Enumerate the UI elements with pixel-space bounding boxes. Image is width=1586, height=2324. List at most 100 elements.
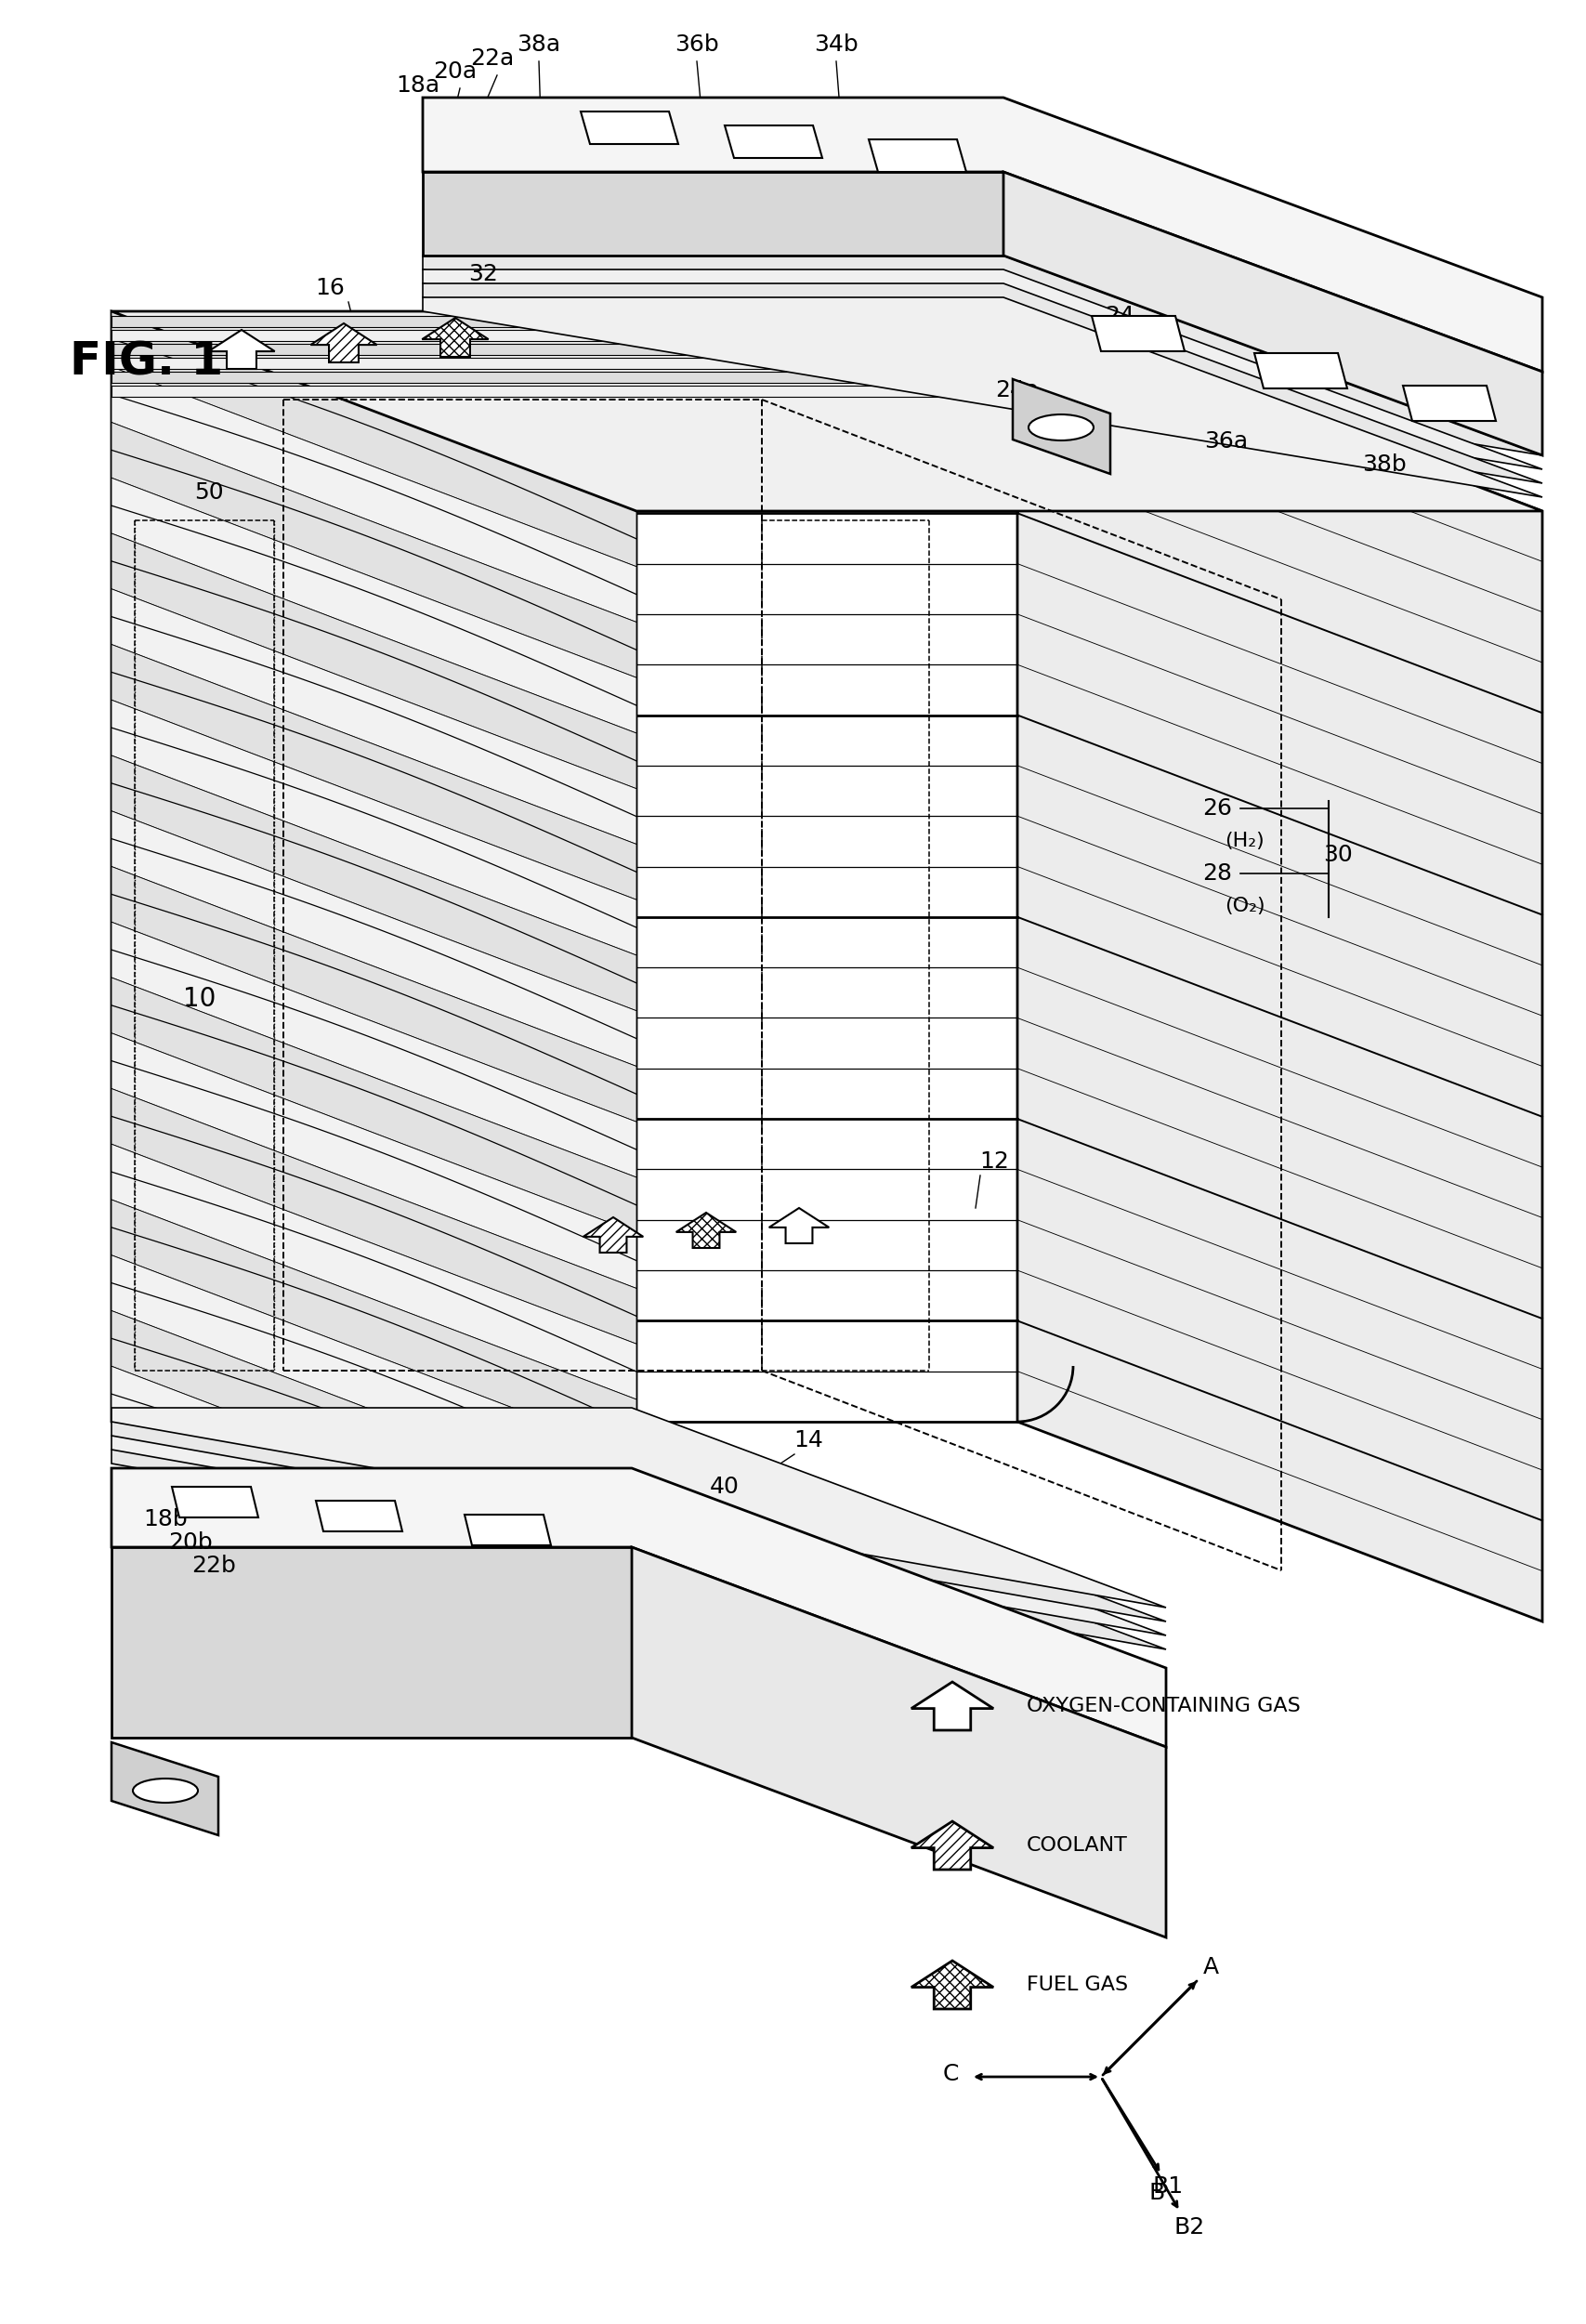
Text: 24a: 24a — [996, 379, 1039, 402]
Text: C: C — [942, 2064, 958, 2085]
Polygon shape — [111, 978, 636, 1232]
Polygon shape — [111, 700, 636, 955]
Text: 50: 50 — [195, 481, 224, 504]
Polygon shape — [465, 1515, 550, 1545]
Polygon shape — [111, 311, 1542, 511]
Polygon shape — [111, 330, 1017, 342]
Polygon shape — [171, 1487, 259, 1518]
Polygon shape — [111, 1367, 636, 1622]
Polygon shape — [111, 1548, 631, 1738]
Polygon shape — [111, 1034, 636, 1287]
Text: 24: 24 — [1105, 304, 1134, 328]
Text: 32: 32 — [468, 263, 498, 286]
Polygon shape — [912, 1822, 993, 1868]
Text: FUEL GAS: FUEL GAS — [1026, 1975, 1128, 1994]
Polygon shape — [111, 344, 1017, 356]
Text: B: B — [1148, 2182, 1164, 2203]
Polygon shape — [423, 98, 1542, 372]
Text: 34a: 34a — [1061, 435, 1104, 458]
Polygon shape — [111, 588, 636, 844]
Polygon shape — [912, 1683, 993, 1731]
Polygon shape — [111, 423, 636, 679]
Polygon shape — [769, 1208, 829, 1243]
Polygon shape — [869, 139, 966, 172]
Polygon shape — [111, 358, 1017, 370]
Text: 12: 12 — [979, 1150, 1009, 1174]
Polygon shape — [111, 311, 1017, 1422]
Polygon shape — [111, 867, 636, 1122]
Polygon shape — [631, 1548, 1166, 1938]
Text: 22b: 22b — [192, 1555, 236, 1578]
Text: 30: 30 — [1323, 844, 1353, 867]
Polygon shape — [111, 755, 636, 1011]
Text: 10: 10 — [184, 985, 216, 1011]
Text: 38b: 38b — [1362, 453, 1407, 476]
Text: 38a: 38a — [517, 33, 561, 56]
Text: 20a: 20a — [433, 60, 477, 84]
Polygon shape — [111, 644, 636, 899]
Polygon shape — [111, 1422, 1166, 1622]
Polygon shape — [111, 1408, 1166, 1608]
Text: A: A — [1202, 1957, 1218, 1978]
Polygon shape — [1004, 172, 1542, 456]
Polygon shape — [111, 1088, 636, 1343]
Text: 26: 26 — [1202, 797, 1232, 820]
Text: 24b: 24b — [1028, 397, 1072, 421]
Polygon shape — [1091, 316, 1185, 351]
Text: COOLANT: COOLANT — [1026, 1836, 1128, 1855]
Polygon shape — [422, 318, 488, 358]
Polygon shape — [111, 316, 1017, 328]
Polygon shape — [1017, 311, 1542, 1622]
Polygon shape — [423, 256, 1542, 456]
Text: 18b: 18b — [143, 1508, 187, 1532]
Polygon shape — [584, 1218, 644, 1253]
Polygon shape — [111, 1143, 636, 1399]
Polygon shape — [725, 125, 822, 158]
Text: B1: B1 — [1153, 2175, 1183, 2199]
Text: FIG. 1: FIG. 1 — [70, 339, 224, 386]
Polygon shape — [580, 112, 679, 144]
Polygon shape — [111, 811, 636, 1067]
Polygon shape — [1404, 386, 1496, 421]
Text: 28: 28 — [1202, 862, 1232, 885]
Ellipse shape — [133, 1778, 198, 1803]
Polygon shape — [1255, 353, 1347, 388]
Polygon shape — [311, 323, 377, 363]
Text: 34b: 34b — [814, 33, 858, 56]
Text: B2: B2 — [1174, 2217, 1205, 2238]
Polygon shape — [912, 1961, 993, 2008]
Polygon shape — [111, 311, 636, 1622]
Polygon shape — [423, 297, 1542, 497]
Polygon shape — [676, 1213, 736, 1248]
Text: 36a: 36a — [1204, 430, 1248, 453]
Polygon shape — [1013, 379, 1110, 474]
Polygon shape — [111, 386, 1017, 397]
Text: (O₂): (O₂) — [1224, 897, 1266, 916]
Polygon shape — [208, 330, 274, 370]
Text: 36b: 36b — [674, 33, 718, 56]
Ellipse shape — [1029, 414, 1094, 442]
Text: 18a: 18a — [396, 74, 439, 98]
Polygon shape — [111, 1450, 1166, 1650]
Polygon shape — [111, 372, 1017, 383]
Polygon shape — [111, 1743, 219, 1836]
Text: 22a: 22a — [471, 46, 514, 70]
Text: OXYGEN-CONTAINING GAS: OXYGEN-CONTAINING GAS — [1026, 1697, 1301, 1715]
Polygon shape — [111, 1436, 1166, 1636]
Polygon shape — [111, 535, 636, 788]
Text: 20b: 20b — [168, 1532, 213, 1555]
Polygon shape — [111, 311, 636, 567]
Polygon shape — [111, 1311, 636, 1566]
Polygon shape — [111, 1199, 636, 1455]
Text: (H₂): (H₂) — [1224, 832, 1266, 851]
Polygon shape — [111, 367, 636, 623]
Polygon shape — [111, 1469, 1166, 1748]
Text: 16: 16 — [316, 277, 344, 300]
Text: 40: 40 — [711, 1476, 739, 1499]
Polygon shape — [423, 284, 1542, 483]
Text: 14: 14 — [793, 1429, 823, 1452]
Polygon shape — [111, 923, 636, 1178]
Polygon shape — [316, 1501, 403, 1532]
Polygon shape — [111, 479, 636, 732]
Polygon shape — [423, 270, 1542, 469]
